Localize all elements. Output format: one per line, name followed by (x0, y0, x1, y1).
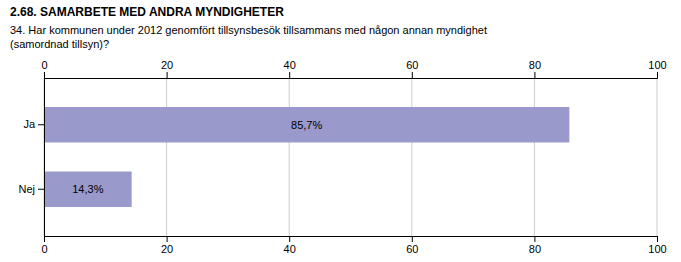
tick-mark (534, 72, 535, 78)
data-labels: 85,7% 14,3% (72, 119, 322, 195)
tick-label: Nej (18, 183, 35, 195)
tick: 0 (41, 59, 47, 78)
bar (44, 107, 569, 142)
x-axis: 0 20 40 60 80 100 (41, 236, 666, 255)
x-axis-top: 0 20 40 60 80 100 (41, 59, 666, 79)
tick-mark (38, 189, 44, 190)
tick-label: 40 (284, 59, 296, 71)
bars (44, 107, 569, 207)
grid-line (411, 78, 412, 236)
tick-mark (44, 236, 45, 242)
tick: Ja (23, 118, 44, 130)
subtitle: 34. Har kommunen under 2012 genomfört ti… (10, 24, 487, 50)
tick-mark (534, 236, 535, 242)
tick: Nej (18, 183, 44, 195)
tick-mark (167, 72, 168, 78)
subtitle-line: (samordnad tillsyn)? (10, 38, 109, 50)
tick: 100 (648, 59, 666, 78)
tick-label: 60 (406, 243, 418, 255)
tick-mark (412, 236, 413, 242)
tick-mark (167, 236, 168, 242)
tick-label: 100 (648, 59, 666, 71)
title: 2.68. SAMARBETE MED ANDRA MYNDIGHETER (10, 5, 284, 19)
tick-label: Ja (23, 118, 36, 130)
tick: 20 (161, 59, 173, 78)
axis-line (44, 79, 45, 237)
tick-mark (657, 72, 658, 78)
tick-mark (38, 124, 44, 125)
tick: 80 (529, 59, 541, 78)
data-label: 85,7% (291, 119, 322, 131)
tick-label: 40 (284, 243, 296, 255)
tick: 20 (161, 236, 173, 255)
tick-label: 0 (41, 243, 47, 255)
grid-line (44, 78, 45, 236)
tick: 40 (284, 59, 296, 78)
y-axis: Ja Nej (18, 79, 44, 237)
tick: 40 (284, 236, 296, 255)
axis-line (45, 237, 658, 243)
tick-label: 20 (161, 243, 173, 255)
grid-line (289, 78, 290, 236)
tick-mark (412, 72, 413, 78)
tick-label: 0 (41, 59, 47, 71)
tick-mark (289, 236, 290, 242)
tick: 60 (406, 59, 418, 78)
grid-line (657, 78, 658, 236)
plot: 0 20 40 60 80 100 0 20 40 60 80 100 Ja Nej 85,7% 14,3% (18, 59, 666, 255)
tick: 0 (41, 236, 47, 255)
data-label: 14,3% (72, 183, 103, 195)
grid-line (166, 78, 167, 236)
bar (44, 172, 132, 207)
tick: 60 (406, 236, 418, 255)
tick-label: 80 (529, 243, 541, 255)
tick-label: 60 (406, 59, 418, 71)
axis-line (45, 72, 658, 79)
tick: 80 (529, 236, 541, 255)
tick-label: 20 (161, 59, 173, 71)
tick-label: 100 (648, 243, 666, 255)
grid-line (534, 78, 535, 236)
tick-mark (657, 236, 658, 242)
tick-mark (289, 72, 290, 78)
chart: 2.68. SAMARBETE MED ANDRA MYNDIGHETER 34.… (0, 0, 681, 262)
grid (44, 78, 657, 236)
tick-mark (44, 72, 45, 78)
subtitle-line: 34. Har kommunen under 2012 genomfört ti… (10, 24, 487, 36)
tick: 100 (648, 236, 666, 255)
tick-label: 80 (529, 59, 541, 71)
